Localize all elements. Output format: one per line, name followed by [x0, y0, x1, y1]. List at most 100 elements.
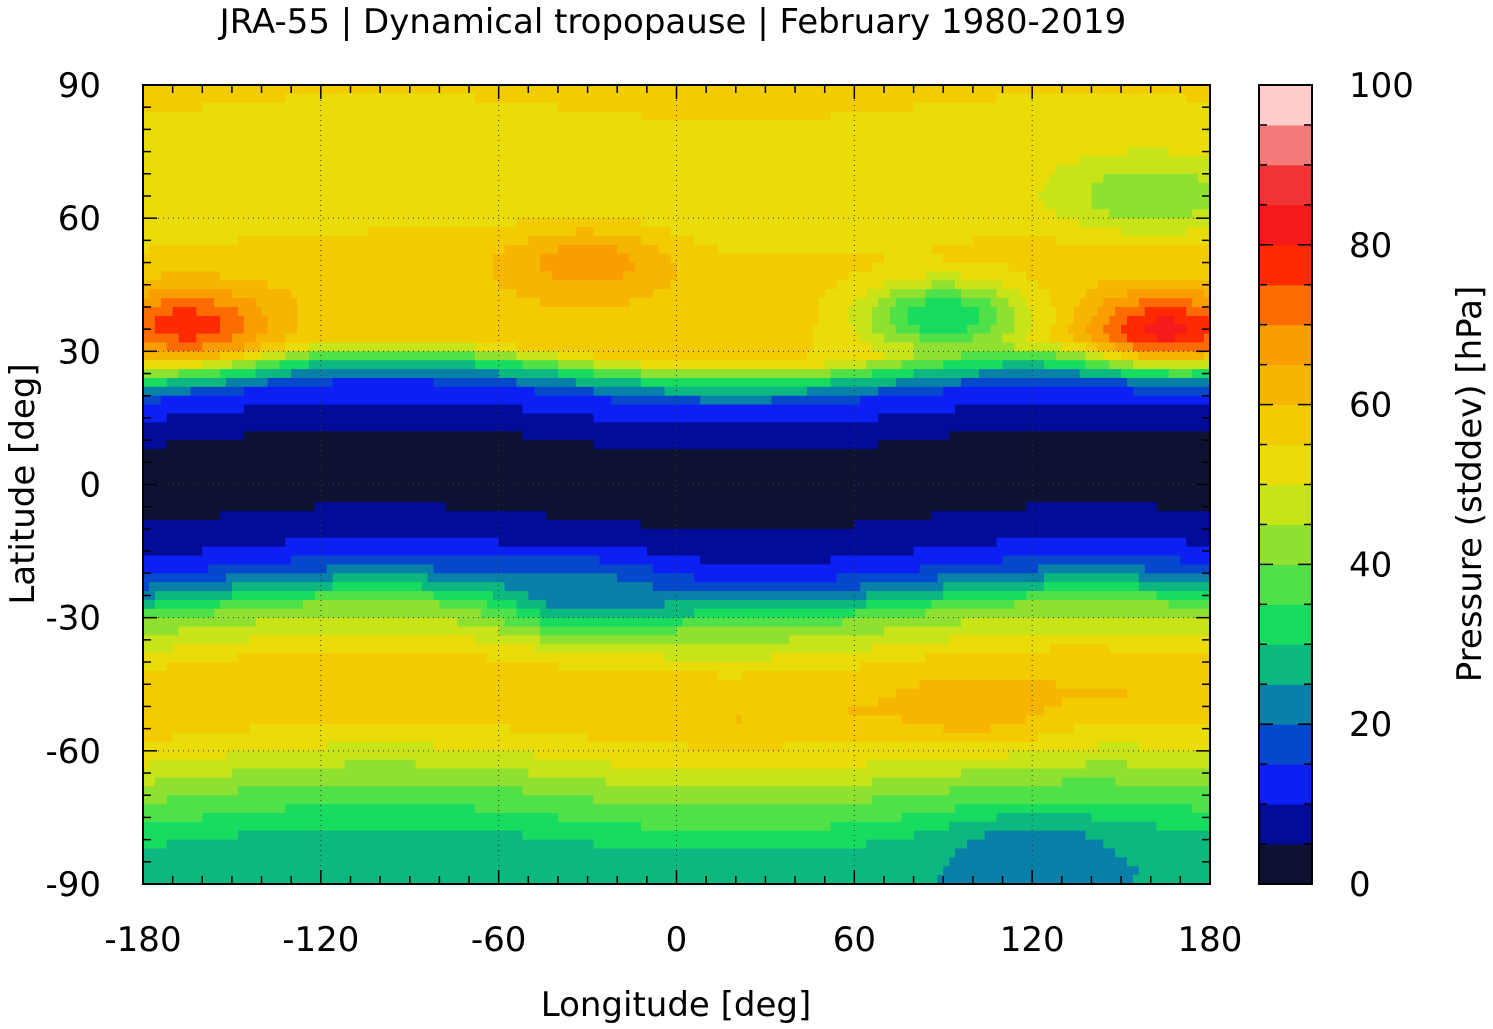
axis-ticks [142, 84, 1211, 885]
colorbar-tick-label: 80 [1349, 226, 1392, 266]
heatmap-cell [143, 564, 209, 574]
heatmap-cell [143, 724, 251, 734]
heatmap-cell [1085, 360, 1110, 370]
heatmap-cell [943, 360, 1004, 370]
heatmap-cell [961, 298, 992, 308]
heatmap-cell [231, 591, 316, 601]
colorbar-segment [1259, 244, 1312, 286]
heatmap-cell [557, 351, 595, 361]
heatmap-cell [670, 280, 838, 290]
heatmap-cell [143, 670, 719, 681]
heatmap-cell [522, 786, 950, 796]
heatmap-cell [676, 271, 850, 281]
heatmap-cell [243, 351, 263, 361]
heatmap-cell [225, 750, 535, 761]
heatmap-cell [143, 733, 174, 743]
heatmap-cell [872, 795, 1210, 805]
heatmap-cell [830, 821, 950, 832]
heatmap-cell [202, 102, 559, 113]
heatmap-cell [682, 617, 844, 628]
heatmap-cell [534, 750, 1010, 761]
heatmap-cell [143, 271, 162, 281]
heatmap-cell [1186, 227, 1210, 237]
heatmap-cell [303, 599, 440, 610]
heatmap-cell [1008, 298, 1027, 308]
heatmap-cell [818, 298, 855, 308]
heatmap-cell [143, 218, 518, 228]
heatmap-cell [285, 333, 814, 344]
heatmap-cell [202, 546, 648, 557]
heatmap-cell [949, 786, 1210, 796]
heatmap-cell [285, 351, 310, 361]
heatmap-cell [166, 795, 595, 805]
heatmap-cell [741, 715, 903, 725]
heatmap-cell [599, 555, 701, 565]
heatmap-cell [143, 200, 1045, 210]
heatmap-cell [1049, 333, 1075, 344]
heatmap-cell [652, 289, 826, 299]
heatmap-cell [143, 848, 956, 858]
heatmap-cell [143, 608, 215, 619]
heatmap-cell [996, 537, 1187, 548]
heatmap-cell [285, 342, 310, 352]
heatmap-cell [1038, 191, 1093, 202]
colorbar-segment [1259, 764, 1312, 805]
heatmap-cell [439, 599, 488, 610]
heatmap-cell [433, 377, 518, 388]
heatmap-cell [143, 537, 286, 548]
heatmap-cell [143, 502, 316, 512]
heatmap-cell [534, 386, 595, 397]
heatmap-cell [1032, 306, 1057, 317]
heatmap-cell [575, 227, 595, 237]
heatmap-cell [670, 253, 885, 264]
heatmap-cell [694, 608, 855, 619]
heatmap-cell [955, 804, 1193, 814]
heatmap-cell [143, 466, 1210, 477]
heatmap-cell [291, 369, 500, 379]
heatmap-cell [883, 626, 1210, 637]
heatmap-cell [1061, 777, 1116, 787]
heatmap-cell [1032, 324, 1051, 335]
heatmap-cell [872, 306, 891, 317]
heatmap-cell [996, 812, 1093, 823]
heatmap-cell [1121, 227, 1187, 237]
heatmap-cell [154, 324, 221, 335]
heatmap-cell [474, 342, 518, 352]
heatmap-cell [913, 830, 986, 841]
heatmap-cell [166, 440, 595, 450]
heatmap-cell [830, 111, 1210, 122]
colorbar-segment [1259, 124, 1312, 166]
heatmap-cell [143, 164, 1057, 175]
heatmap-cell [818, 306, 850, 317]
heatmap-cell [143, 697, 879, 708]
heatmap-cell [1073, 315, 1093, 326]
heatmap-cell [824, 289, 867, 299]
heatmap-cell [314, 502, 446, 512]
heatmap-cell [1097, 342, 1116, 352]
heatmap-cell [1026, 715, 1210, 725]
heatmap-cell [237, 830, 523, 841]
colorbar-segment [1259, 324, 1312, 366]
x-tick-label: 0 [666, 920, 688, 960]
heatmap-cell [694, 573, 838, 583]
heatmap-cell [510, 724, 944, 734]
heatmap-cell [931, 511, 1210, 521]
colorbar-tick-labels: 0 20 40 60 80 100 [1349, 66, 1414, 905]
colorbar-tick-label: 100 [1349, 66, 1414, 106]
heatmap-cell [143, 298, 162, 308]
heatmap-cell [143, 315, 156, 326]
heatmap-cell [237, 653, 488, 663]
heatmap-cell [1180, 555, 1210, 565]
heatmap-cell [593, 386, 666, 397]
heatmap-cell [474, 351, 518, 361]
heatmap-cell [1109, 360, 1134, 370]
heatmap-cell [261, 351, 286, 361]
heatmap-cell [557, 244, 618, 255]
y-tick-label: 90 [58, 66, 101, 106]
heatmap-cell [818, 315, 850, 326]
heatmap-cell [486, 599, 518, 610]
colorbar-segment [1259, 804, 1312, 845]
heatmap-cell [143, 644, 174, 654]
heatmap-cell [1044, 582, 1140, 592]
heatmap-cell [848, 271, 927, 281]
